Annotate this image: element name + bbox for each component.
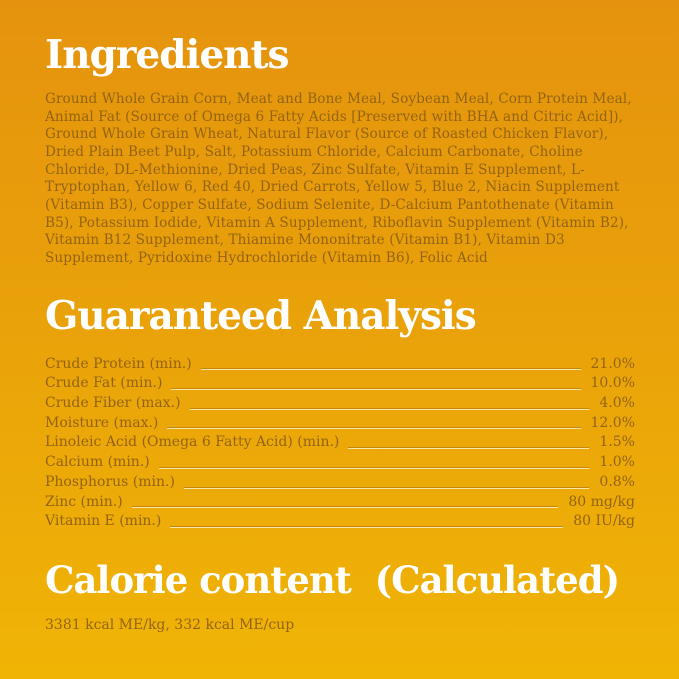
analysis-row-value: 1.0% [599,454,635,471]
leader-line [171,388,581,391]
analysis-row: Linoleic Acid (Omega 6 Fatty Acid) (min.… [45,433,635,453]
analysis-row-value: 80 mg/kg [568,493,635,510]
analysis-row: Calcium (min.) 1.0% [45,453,635,473]
analysis-row-value: 4.0% [599,395,635,412]
analysis-row: Vitamin E (min.) 80 IU/kg [45,512,635,532]
analysis-row-label: Vitamin E (min.) [45,513,162,530]
analysis-row-value: 10.0% [590,375,635,392]
analysis-row-label: Linoleic Acid (Omega 6 Fatty Acid) (min.… [45,434,340,451]
leader-line [170,525,564,528]
calorie-content-heading: Calorie content (Calculated) [45,557,620,602]
analysis-row: Crude Fat (min.) 10.0% [45,374,635,394]
guaranteed-analysis-table: Crude Protein (min.) 21.0% Crude Fat (min.… [45,339,635,532]
analysis-row-label: Moisture (max.) [45,414,159,431]
analysis-row-value: 1.5% [599,434,635,451]
analysis-row-label: Crude Protein (min.) [45,355,192,372]
analysis-row: Moisture (max.) 12.0% [45,414,635,434]
leader-line [189,407,590,410]
analysis-row-value: 12.0% [590,414,635,431]
leader-line [183,486,590,489]
leader-line [131,506,559,509]
analysis-row-value: 0.8% [599,473,635,490]
analysis-row-label: Calcium (min.) [45,454,150,471]
analysis-row: Crude Fiber (max.) 4.0% [45,394,635,414]
calorie-values-text: 3381 kcal ME/kg, 332 kcal ME/cup [45,617,295,634]
guaranteed-analysis-heading: Guaranteed Analysis [45,292,477,339]
leader-line [167,427,581,430]
analysis-row-label: Crude Fiber (max.) [45,395,181,412]
ingredients-heading: Ingredients [45,32,289,78]
analysis-row-value: 21.0% [590,355,635,372]
leader-line [200,368,581,371]
analysis-row: Zinc (min.) 80 mg/kg [45,493,635,513]
analysis-row-label: Zinc (min.) [45,493,123,510]
leader-line [348,447,590,450]
analysis-row-value: 80 IU/kg [573,513,635,530]
ingredients-list-text: Ground Whole Grain Corn, Meat and Bone M… [45,90,632,267]
analysis-row: Phosphorus (min.) 0.8% [45,473,635,493]
analysis-row-label: Crude Fat (min.) [45,375,163,392]
analysis-row: Crude Protein (min.) 21.0% [45,355,635,375]
analysis-row-label: Phosphorus (min.) [45,473,175,490]
leader-line [158,466,590,469]
